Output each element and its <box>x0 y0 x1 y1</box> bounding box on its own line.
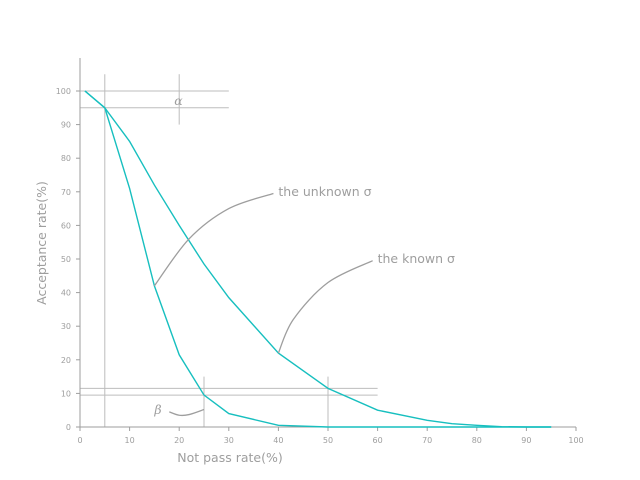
annotation-arrow-beta <box>169 408 205 417</box>
y-tick-label: 40 <box>61 289 71 298</box>
annotation-arrow-known <box>277 260 373 354</box>
annotation-label-alpha: α <box>174 93 183 108</box>
reference-lines <box>80 74 378 427</box>
annotation-label-unknown: the unknown σ <box>278 184 371 199</box>
y-tick-label: 90 <box>61 121 71 130</box>
x-tick-label: 50 <box>323 436 333 445</box>
x-axis-title: Not pass rate(%) <box>177 450 283 465</box>
annotation-arrow-unknown <box>153 192 274 287</box>
y-tick-label: 30 <box>61 322 71 331</box>
y-tick-label: 70 <box>61 188 71 197</box>
y-tick-label: 100 <box>56 87 71 96</box>
oc-curve-2 <box>84 90 552 428</box>
annotation-label-beta: β <box>153 402 161 417</box>
y-tick-label: 80 <box>61 154 71 163</box>
oc-curve-1 <box>84 90 552 428</box>
series-lines <box>84 90 552 428</box>
annotation-label-known: the known σ <box>378 251 455 266</box>
annotations: the unknown σ the known σ α β <box>153 93 455 417</box>
axes: 0 10 20 30 40 50 60 70 80 90 100 0 10 20 30 40 50 60 70 80… <box>56 58 584 445</box>
y-tick-label: 50 <box>61 255 71 264</box>
y-tick-label: 10 <box>61 389 71 398</box>
x-tick-label: 60 <box>373 436 383 445</box>
x-axis-ticks: 0 10 20 30 40 50 60 70 80 90 100 <box>77 427 584 445</box>
y-tick-label: 60 <box>61 221 71 230</box>
x-tick-label: 0 <box>77 436 82 445</box>
y-axis-ticks: 0 10 20 30 40 50 60 70 80 90 100 <box>56 87 80 432</box>
x-tick-label: 100 <box>568 436 583 445</box>
x-tick-label: 90 <box>521 436 531 445</box>
x-tick-label: 70 <box>422 436 432 445</box>
y-tick-label: 0 <box>66 423 71 432</box>
x-tick-label: 30 <box>224 436 234 445</box>
y-axis-title: Acceptance rate(%) <box>34 181 49 305</box>
x-tick-label: 80 <box>472 436 482 445</box>
x-tick-label: 20 <box>174 436 184 445</box>
y-tick-label: 20 <box>61 356 71 365</box>
x-tick-label: 10 <box>125 436 135 445</box>
x-tick-label: 40 <box>273 436 283 445</box>
